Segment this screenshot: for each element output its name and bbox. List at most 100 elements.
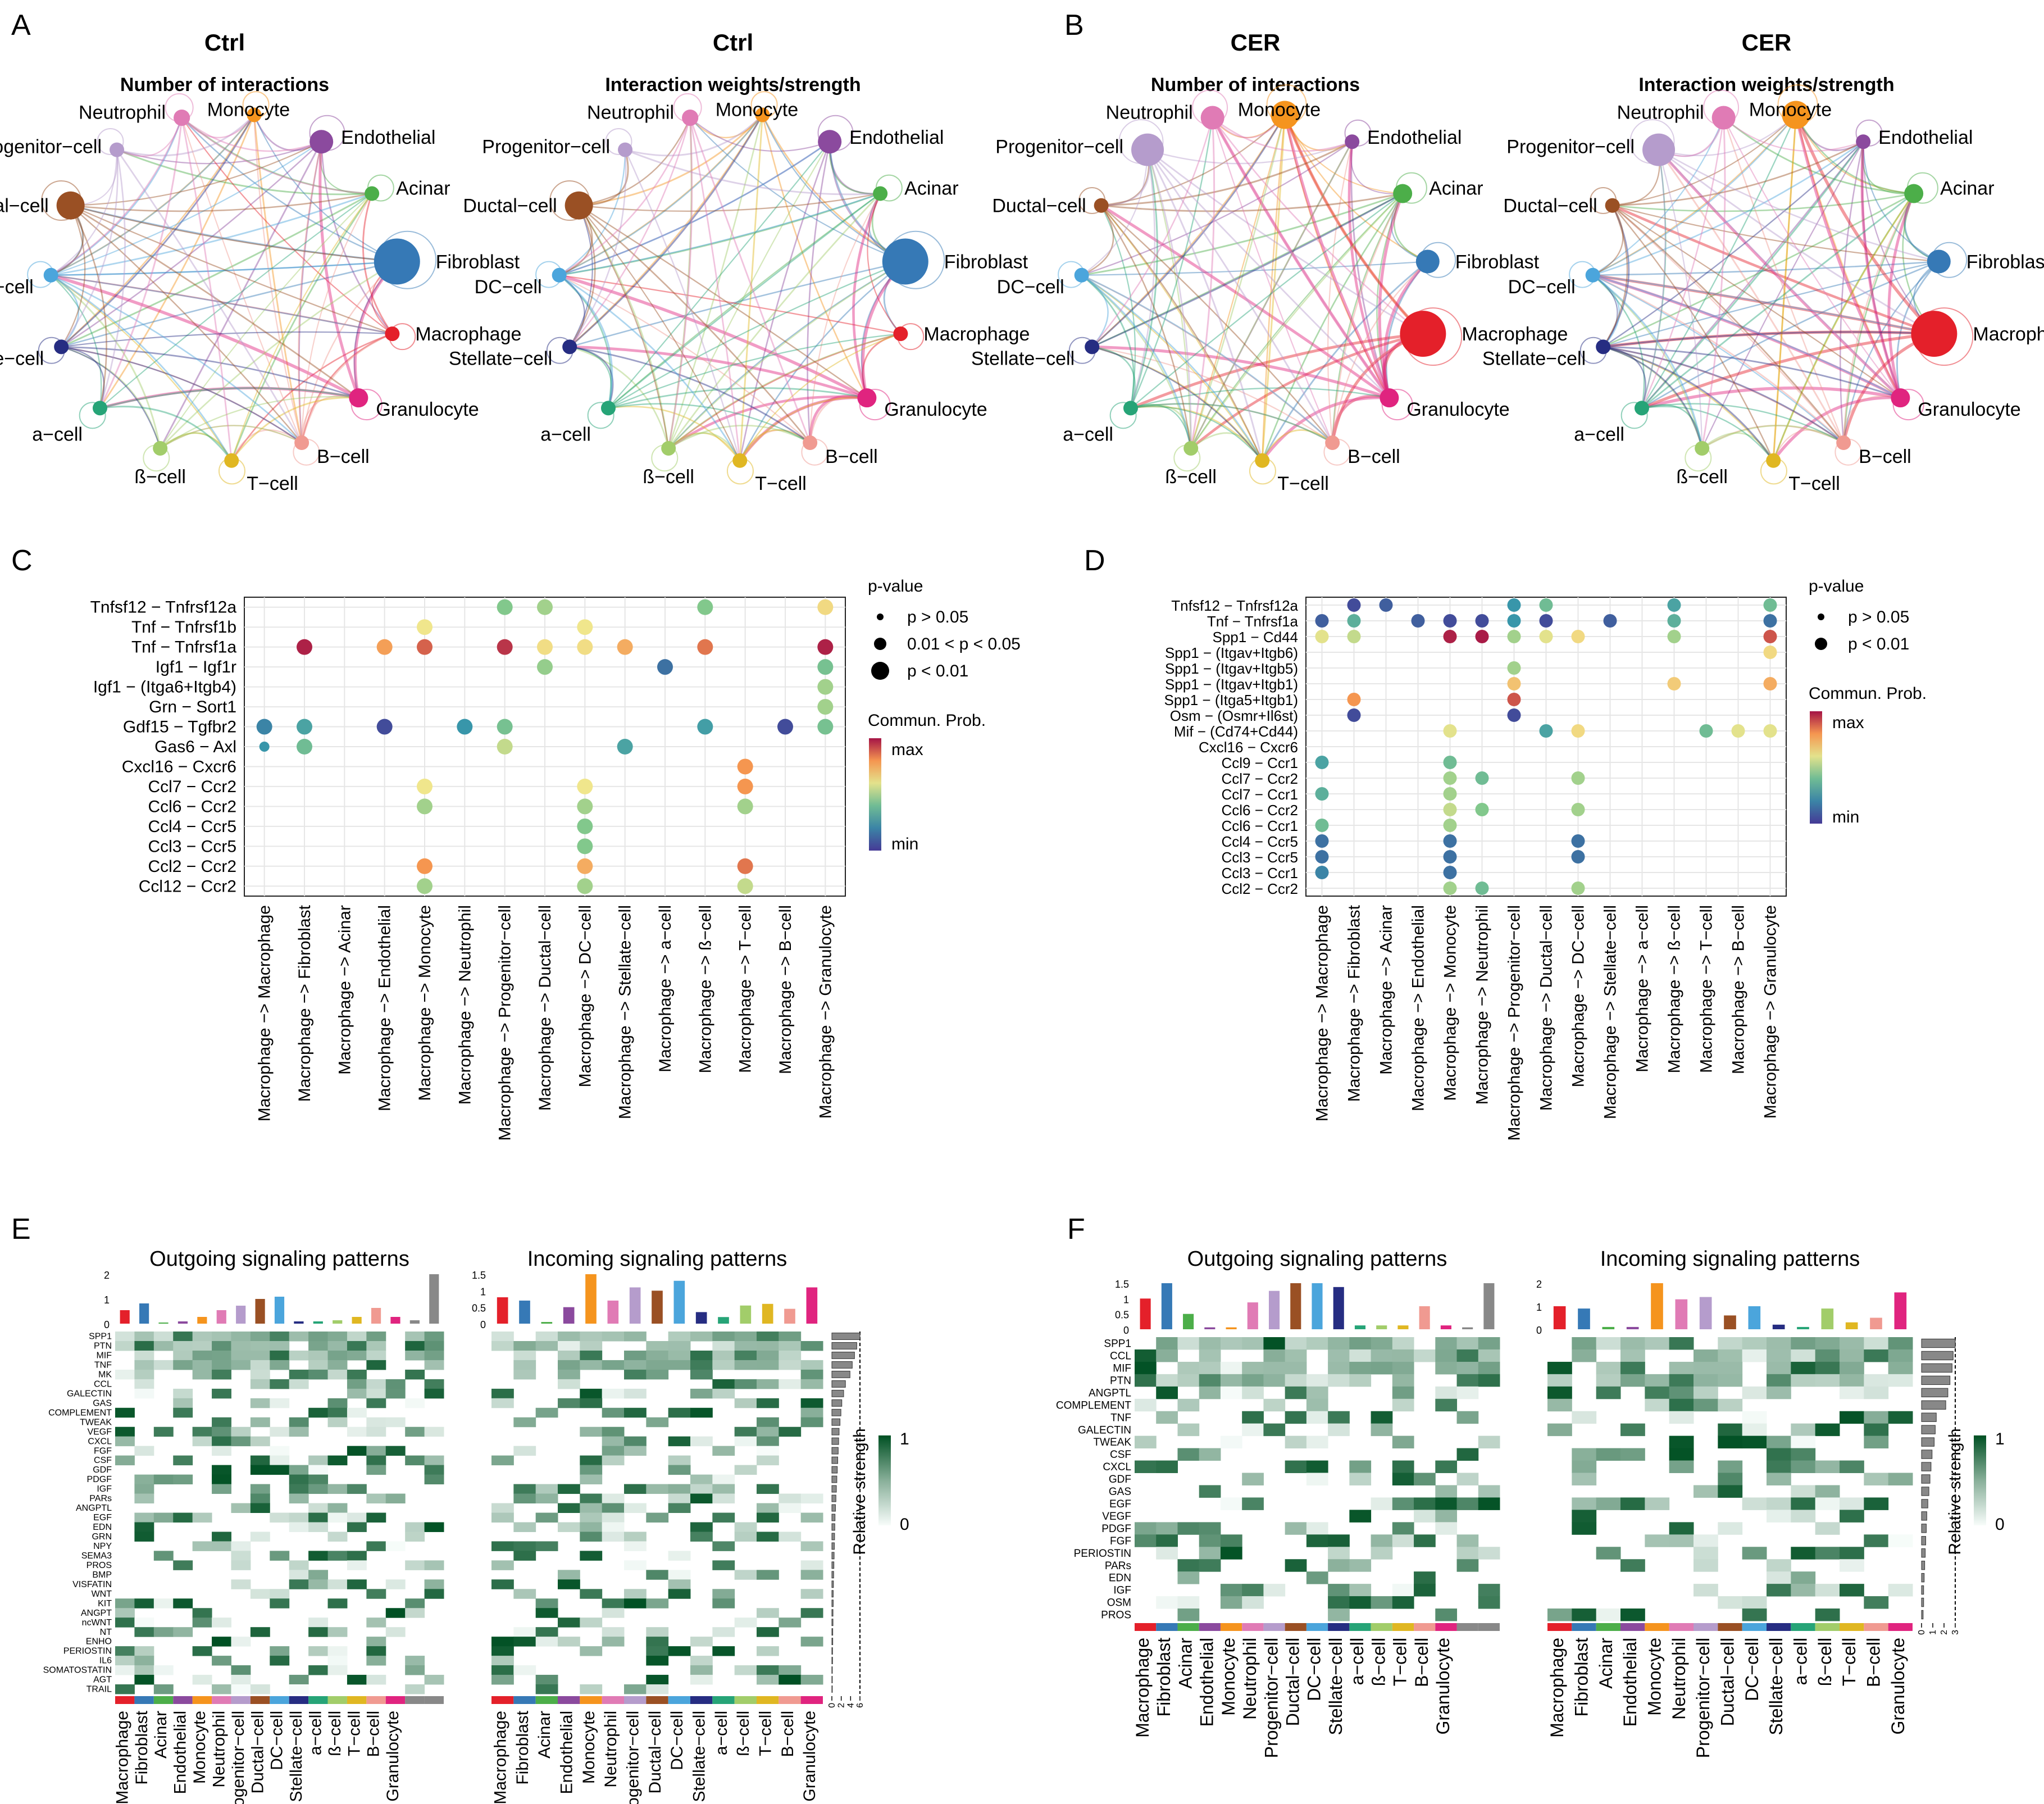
- col-color-strip: [513, 1696, 536, 1704]
- heat-cell: [602, 1512, 625, 1523]
- edge: [1612, 205, 1901, 399]
- heat-cell: [1767, 1473, 1791, 1485]
- legend-title: Commun. Prob.: [1809, 684, 1927, 703]
- col-label: Acinar: [152, 1711, 170, 1758]
- heat-cell: [270, 1656, 290, 1666]
- row-label: SPP1: [89, 1332, 112, 1342]
- heat-cell: [1242, 1361, 1264, 1375]
- heat-cell: [1742, 1349, 1767, 1362]
- heat-cell: [1371, 1411, 1393, 1424]
- row-total-bar: [831, 1599, 834, 1607]
- node-Granulocyte: [1380, 388, 1399, 408]
- col-color-strip: [347, 1696, 367, 1704]
- row-label: IGF: [1113, 1585, 1131, 1597]
- col-label: Acinar: [535, 1711, 554, 1758]
- heat-cell: [231, 1332, 251, 1342]
- edge: [1592, 274, 1934, 335]
- edge: [668, 141, 831, 449]
- x-tick-label: Macrophage −> DC−cell: [1569, 905, 1588, 1087]
- edge: [99, 406, 233, 461]
- heat-cell: [1596, 1386, 1621, 1399]
- heat-cell: [558, 1579, 580, 1589]
- heat-cell: [646, 1417, 669, 1428]
- data-point: [617, 739, 633, 755]
- col-color-strip: [424, 1696, 444, 1704]
- heat-cell: [1718, 1485, 1743, 1498]
- heat-cell: [558, 1360, 580, 1370]
- heat-cell: [134, 1340, 154, 1351]
- edge: [559, 274, 901, 335]
- heat-cell: [327, 1369, 348, 1380]
- edge: [1212, 117, 1333, 443]
- heat-cell: [289, 1474, 309, 1485]
- heat-cell: [1596, 1374, 1621, 1387]
- col-label: Monocyte: [1218, 1638, 1239, 1716]
- edge: [1861, 142, 1901, 398]
- edge: [1101, 140, 1353, 207]
- self-loop: [859, 389, 891, 421]
- node-Acinar: [365, 186, 380, 201]
- row-label: GDF: [1109, 1474, 1131, 1485]
- edge: [1603, 346, 1901, 399]
- edge: [1091, 346, 1263, 461]
- heat-cell: [173, 1455, 193, 1466]
- edge: [160, 193, 372, 449]
- heat-cell: [800, 1360, 823, 1370]
- edge: [608, 387, 867, 409]
- edge: [1130, 149, 1158, 408]
- node-label: Monocyte: [716, 99, 798, 120]
- heat-cell: [327, 1503, 348, 1513]
- heat-cell: [270, 1598, 290, 1608]
- heat-cell: [1547, 1374, 1572, 1387]
- heat-cell: [779, 1675, 802, 1685]
- plot-subtitle: Interaction weights/strength: [605, 74, 861, 96]
- edge: [253, 115, 303, 443]
- heat-cell: [558, 1522, 580, 1532]
- x-tick-label: Macrophage −> Progenitor−cell: [496, 905, 515, 1140]
- heat-cell: [535, 1493, 558, 1504]
- col-color-strip: [779, 1696, 801, 1704]
- x-tick-label: Macrophage −> Fibroblast: [295, 905, 314, 1102]
- data-point: [817, 659, 834, 675]
- heat-cell: [1199, 1349, 1221, 1362]
- edge: [1212, 117, 1390, 399]
- heat-cell: [734, 1340, 757, 1351]
- col-label: Granulocyte: [384, 1711, 402, 1802]
- node-label: T−cell: [1788, 473, 1840, 494]
- heat-cell: [757, 1398, 779, 1408]
- colorbar: [878, 1435, 891, 1525]
- heat-cell: [668, 1570, 691, 1580]
- col-color-strip: [1694, 1623, 1718, 1631]
- edge: [1592, 114, 1797, 276]
- heat-cell: [385, 1541, 406, 1551]
- edge: [668, 261, 906, 449]
- data-point: [1507, 630, 1521, 643]
- data-point: [1443, 756, 1457, 769]
- col-color-strip: [1669, 1623, 1694, 1631]
- panel-letter: A: [11, 9, 31, 42]
- edge: [1130, 387, 1390, 409]
- heat-cell: [757, 1627, 779, 1637]
- heat-cell: [153, 1551, 174, 1561]
- heat-cell: [1864, 1374, 1889, 1387]
- heat-cell: [385, 1388, 406, 1399]
- heat-cell: [173, 1627, 193, 1637]
- col-color-strip: [646, 1696, 668, 1704]
- col-total-bar: [1578, 1308, 1590, 1329]
- node-label: Macrophage: [415, 324, 521, 345]
- node-Ductal−cell: [565, 191, 593, 220]
- row-total-bar: [1921, 1561, 1925, 1570]
- col-label: Acinar: [1596, 1638, 1616, 1689]
- edge: [51, 193, 372, 276]
- row-label: TNF: [1110, 1412, 1131, 1424]
- edges: [50, 114, 398, 461]
- heat-cell: [1840, 1510, 1864, 1523]
- heat-cell: [1767, 1435, 1791, 1449]
- edge: [570, 345, 868, 399]
- data-point: [1443, 881, 1457, 895]
- data-point: [417, 798, 433, 815]
- heat-cell: [212, 1484, 231, 1494]
- heat-cell: [646, 1656, 669, 1666]
- x-tick-label: Macrophage −> ß−cell: [696, 905, 714, 1073]
- heat-cell: [1199, 1559, 1221, 1572]
